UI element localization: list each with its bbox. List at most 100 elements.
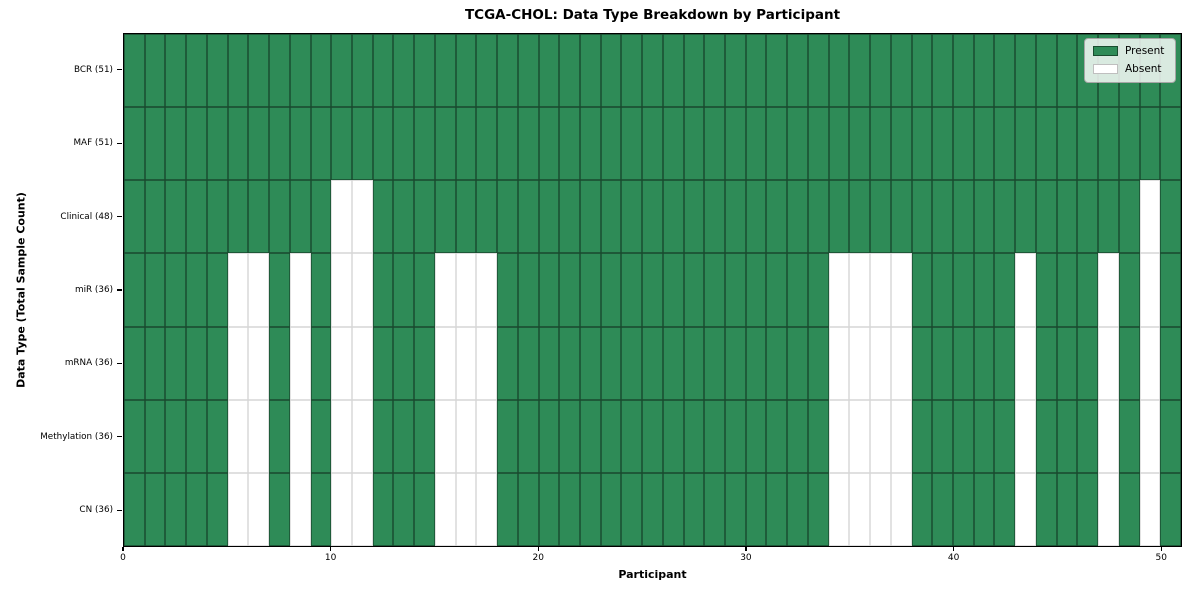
heatmap-cell xyxy=(1139,326,1161,400)
heatmap-cell xyxy=(642,107,663,181)
heatmap-cell xyxy=(476,326,498,400)
heatmap-cell xyxy=(579,107,601,181)
heatmap-cell xyxy=(1056,107,1078,181)
heatmap-cell xyxy=(787,34,808,108)
heatmap-cell xyxy=(393,180,415,254)
heatmap-cell xyxy=(932,180,954,254)
x-tick-label: 30 xyxy=(740,553,752,563)
y-tick-label: Clinical (48) xyxy=(60,211,113,222)
heatmap-cell xyxy=(1118,253,1140,327)
heatmap-cell xyxy=(704,107,726,181)
heatmap-cell xyxy=(973,180,995,254)
heatmap-cell xyxy=(372,180,394,254)
heatmap-cell xyxy=(1139,253,1161,327)
heatmap-cell xyxy=(1056,253,1078,327)
heatmap-cell xyxy=(1015,472,1036,546)
heatmap-cell xyxy=(849,34,871,108)
heatmap-cell xyxy=(310,34,332,108)
heatmap-cell xyxy=(538,34,560,108)
heatmap-cell xyxy=(497,180,518,254)
heatmap-cell xyxy=(1035,472,1057,546)
heatmap-cell xyxy=(269,107,290,181)
heatmap-cell xyxy=(766,34,788,108)
heatmap-cell xyxy=(124,107,145,181)
heatmap-cell xyxy=(807,253,829,327)
heatmap-cell xyxy=(269,472,290,546)
heatmap-cell xyxy=(538,326,560,400)
heatmap-cell xyxy=(372,399,394,473)
heatmap-cell xyxy=(1035,253,1057,327)
heatmap-cell xyxy=(227,326,249,400)
heatmap-cell xyxy=(269,180,290,254)
heatmap-cell xyxy=(538,472,560,546)
heatmap-cell xyxy=(455,399,477,473)
heatmap-cell xyxy=(849,253,871,327)
heatmap-cell xyxy=(725,107,746,181)
heatmap-cell xyxy=(372,34,394,108)
heatmap-cell xyxy=(289,253,311,327)
heatmap-cell xyxy=(1077,399,1099,473)
heatmap-cell xyxy=(517,107,539,181)
heatmap-cell xyxy=(600,399,622,473)
legend-item-present: Present xyxy=(1093,45,1167,57)
y-tick-mark xyxy=(117,362,122,365)
heatmap-cell xyxy=(725,253,746,327)
heatmap-cell xyxy=(393,399,415,473)
heatmap-cell xyxy=(932,253,954,327)
y-tick-label: mRNA (36) xyxy=(64,358,113,369)
heatmap-cell xyxy=(351,34,373,108)
heatmap-cell xyxy=(372,253,394,327)
heatmap-cell xyxy=(787,107,808,181)
heatmap-cell xyxy=(1015,253,1036,327)
heatmap-cell xyxy=(310,472,332,546)
heatmap-cell xyxy=(497,34,518,108)
heatmap-cell xyxy=(704,399,726,473)
heatmap-cell xyxy=(600,180,622,254)
heatmap-cell xyxy=(124,180,145,254)
heatmap-cell xyxy=(704,34,726,108)
heatmap-cell xyxy=(642,326,663,400)
heatmap-cell xyxy=(1035,326,1057,400)
heatmap-cell xyxy=(1160,107,1181,181)
heatmap-cell xyxy=(704,326,726,400)
x-tick-label: 40 xyxy=(947,553,960,563)
heatmap-cell xyxy=(393,326,415,400)
heatmap-cell xyxy=(579,326,601,400)
heatmap-cell xyxy=(745,326,767,400)
heatmap-cell xyxy=(331,472,352,546)
heatmap-cell xyxy=(1035,107,1057,181)
heatmap-cell xyxy=(144,399,166,473)
heatmap-cell xyxy=(165,472,187,546)
heatmap-cell xyxy=(994,399,1016,473)
heatmap-cell xyxy=(683,107,705,181)
legend-label-absent: Absent xyxy=(1125,63,1162,75)
heatmap-cell xyxy=(372,326,394,400)
heatmap-cell xyxy=(994,326,1016,400)
heatmap-cell xyxy=(206,326,228,400)
heatmap-cell xyxy=(683,34,705,108)
heatmap-cell xyxy=(600,326,622,400)
heatmap-cell xyxy=(497,107,518,181)
heatmap-cell xyxy=(600,107,622,181)
heatmap-cell xyxy=(807,180,829,254)
heatmap-cell xyxy=(849,399,871,473)
heatmap-cell xyxy=(1015,326,1036,400)
heatmap-cell xyxy=(725,180,746,254)
heatmap-cell xyxy=(1077,107,1099,181)
heatmap-cell xyxy=(455,472,477,546)
heatmap-cell xyxy=(745,180,767,254)
y-tick-mark xyxy=(117,215,122,218)
heatmap-cell xyxy=(1035,34,1057,108)
heatmap-cell xyxy=(455,326,477,400)
heatmap-cell xyxy=(642,253,663,327)
heatmap-cell xyxy=(600,253,622,327)
heatmap-cell xyxy=(807,34,829,108)
heatmap-cell xyxy=(476,253,498,327)
heatmap-cell xyxy=(393,34,415,108)
heatmap-cell xyxy=(683,253,705,327)
heatmap-cell xyxy=(351,180,373,254)
heatmap-cell xyxy=(662,107,684,181)
heatmap-cell xyxy=(787,399,808,473)
heatmap-cell xyxy=(600,34,622,108)
